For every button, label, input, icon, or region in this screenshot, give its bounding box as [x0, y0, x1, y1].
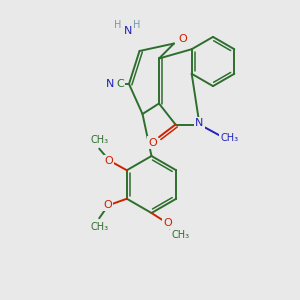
- Text: CH₃: CH₃: [220, 133, 238, 143]
- Text: N: N: [195, 118, 204, 128]
- Text: O: O: [163, 218, 172, 228]
- Text: CH₃: CH₃: [172, 230, 190, 240]
- Text: CH₃: CH₃: [90, 222, 108, 232]
- Text: N: N: [124, 26, 132, 37]
- Text: CH₃: CH₃: [90, 135, 108, 145]
- Text: H: H: [134, 20, 141, 30]
- Text: H: H: [114, 20, 122, 30]
- Text: O: O: [103, 200, 112, 210]
- Text: O: O: [148, 137, 157, 148]
- Text: N: N: [106, 79, 114, 89]
- Text: C: C: [116, 79, 124, 89]
- Text: O: O: [178, 34, 187, 44]
- Text: O: O: [104, 156, 113, 166]
